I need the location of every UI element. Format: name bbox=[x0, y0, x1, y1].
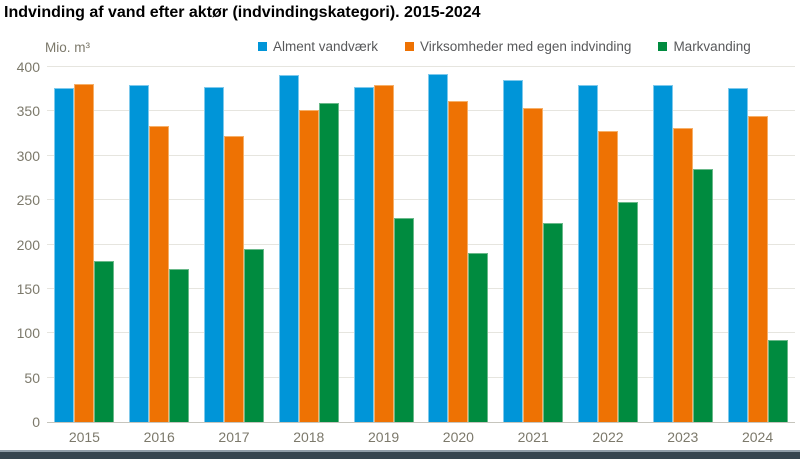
gridline-300 bbox=[47, 154, 795, 156]
bar-alment-vandvaerk-2019 bbox=[353, 87, 374, 422]
gridline-150 bbox=[47, 287, 795, 289]
x-tick-label-2015: 2015 bbox=[68, 429, 100, 445]
y-tick-label-150: 150 bbox=[16, 280, 40, 297]
bar-alment-vandvaerk-2024 bbox=[727, 88, 748, 422]
gridline-250 bbox=[47, 199, 795, 201]
x-tick-label-2024: 2024 bbox=[741, 429, 774, 445]
x-tick-label-2021: 2021 bbox=[517, 429, 549, 445]
y-tick-label-100: 100 bbox=[16, 325, 40, 342]
bar-group-2021 bbox=[496, 67, 571, 422]
bar-markvanding-2019 bbox=[393, 217, 414, 422]
y-tick-label-50: 50 bbox=[24, 369, 40, 386]
plot-area bbox=[47, 66, 795, 423]
bar-alment-vandvaerk-2017 bbox=[203, 87, 224, 422]
x-tick-label-2017: 2017 bbox=[218, 429, 250, 445]
bar-markvanding-2016 bbox=[169, 269, 190, 422]
gridline-0 bbox=[47, 422, 795, 423]
gridline-100 bbox=[47, 332, 795, 334]
y-tick-label-300: 300 bbox=[16, 147, 40, 164]
legend-item-markvanding[interactable]: Markvanding bbox=[658, 39, 751, 54]
legend-swatch-markvanding bbox=[658, 42, 668, 51]
chart-title: Indvinding af vand efter aktør (indvindi… bbox=[4, 4, 481, 21]
legend-label-virksomheder-med-egen-indvinding: Virksomheder med egen indvinding bbox=[420, 39, 632, 54]
bar-group-2023 bbox=[645, 67, 720, 422]
bar-alment-vandvaerk-2022 bbox=[577, 84, 598, 422]
y-axis-unit-label: Mio. m³ bbox=[45, 40, 90, 55]
bar-alment-vandvaerk-2021 bbox=[503, 80, 524, 422]
bar-markvanding-2020 bbox=[468, 252, 489, 422]
bar-markvanding-2021 bbox=[543, 223, 564, 422]
gridline-350 bbox=[47, 110, 795, 112]
legend: Alment vandværk Virksomheder med egen ind… bbox=[258, 39, 751, 54]
bar-markvanding-2022 bbox=[617, 201, 638, 422]
bar-markvanding-2017 bbox=[243, 248, 264, 422]
x-tick-label-2018: 2018 bbox=[293, 429, 325, 445]
x-tick-label-2022: 2022 bbox=[592, 429, 624, 445]
y-tick-label-400: 400 bbox=[16, 59, 40, 75]
bar-virksomheder-med-egen-indvinding-2015 bbox=[74, 83, 95, 422]
bar-group-2018 bbox=[271, 67, 346, 422]
x-tick-label-2016: 2016 bbox=[143, 429, 175, 445]
gridline-400 bbox=[47, 66, 795, 67]
legend-swatch-alment-vandvaerk bbox=[258, 42, 267, 51]
bar-groups bbox=[47, 67, 795, 422]
bar-markvanding-2024 bbox=[767, 340, 788, 422]
bar-group-2020 bbox=[421, 67, 496, 422]
gridline-200 bbox=[47, 243, 795, 245]
bar-alment-vandvaerk-2020 bbox=[428, 74, 449, 422]
bar-virksomheder-med-egen-indvinding-2022 bbox=[597, 130, 618, 422]
bar-group-2019 bbox=[346, 67, 421, 422]
legend-label-alment-vandvaerk: Alment vandværk bbox=[273, 39, 379, 54]
bar-group-2015 bbox=[47, 67, 122, 422]
legend-label-markvanding: Markvanding bbox=[673, 39, 751, 54]
bar-markvanding-2023 bbox=[692, 169, 713, 422]
bar-virksomheder-med-egen-indvinding-2024 bbox=[747, 115, 768, 422]
x-tick-label-2019: 2019 bbox=[368, 429, 400, 445]
bar-virksomheder-med-egen-indvinding-2019 bbox=[373, 84, 394, 422]
bar-group-2017 bbox=[197, 67, 272, 422]
bar-alment-vandvaerk-2023 bbox=[652, 84, 673, 422]
bar-virksomheder-med-egen-indvinding-2023 bbox=[672, 128, 693, 422]
y-tick-label-250: 250 bbox=[16, 192, 40, 209]
x-tick-label-2023: 2023 bbox=[667, 429, 699, 445]
gridline-50 bbox=[47, 376, 795, 378]
legend-item-alment-vandvaerk[interactable]: Alment vandværk bbox=[258, 39, 378, 54]
y-axis-labels: 0 50 100 150 200 250 300 350 400 bbox=[0, 59, 40, 430]
bar-virksomheder-med-egen-indvinding-2020 bbox=[448, 100, 469, 422]
y-tick-label-0: 0 bbox=[32, 414, 40, 430]
legend-swatch-virksomheder-med-egen-indvinding bbox=[405, 42, 415, 51]
bar-virksomheder-med-egen-indvinding-2016 bbox=[149, 126, 170, 422]
bar-virksomheder-med-egen-indvinding-2018 bbox=[298, 109, 319, 422]
bar-group-2016 bbox=[122, 67, 197, 422]
bar-markvanding-2018 bbox=[318, 102, 339, 422]
bar-group-2022 bbox=[571, 67, 646, 422]
bar-alment-vandvaerk-2016 bbox=[129, 84, 150, 422]
y-tick-label-200: 200 bbox=[16, 236, 40, 253]
bar-markvanding-2015 bbox=[94, 261, 115, 422]
x-axis-labels: 2015 2016 2017 2018 2019 2020 2021 2022 2023 2024 bbox=[47, 429, 795, 445]
bar-group-2024 bbox=[720, 67, 795, 422]
legend-item-virksomheder-med-egen-indvinding[interactable]: Virksomheder med egen indvinding bbox=[405, 39, 631, 54]
bar-virksomheder-med-egen-indvinding-2017 bbox=[223, 136, 244, 422]
bar-alment-vandvaerk-2015 bbox=[54, 88, 75, 422]
x-tick-label-2020: 2020 bbox=[442, 429, 474, 445]
footer-bar bbox=[0, 450, 800, 459]
bar-alment-vandvaerk-2018 bbox=[278, 75, 299, 422]
bar-virksomheder-med-egen-indvinding-2021 bbox=[523, 107, 544, 422]
y-tick-label-350: 350 bbox=[16, 103, 40, 120]
